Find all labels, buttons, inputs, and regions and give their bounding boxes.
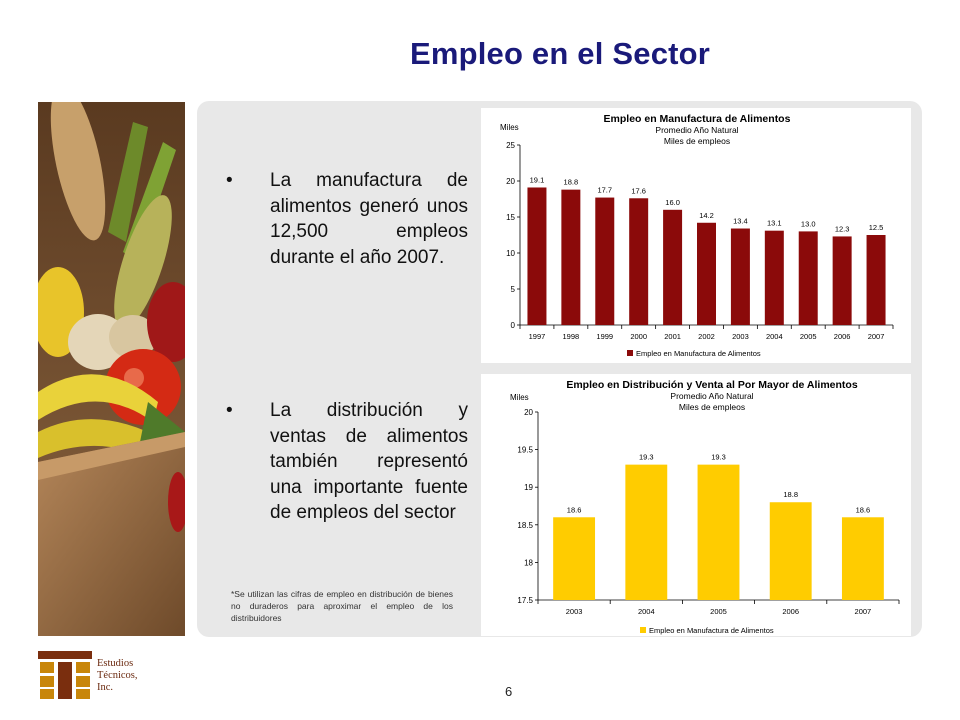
y-tick-label: 20 xyxy=(524,408,533,417)
bar xyxy=(798,231,818,325)
bar xyxy=(697,464,740,600)
bullet-text: La distribución y ventas de alimentos ta… xyxy=(270,400,468,523)
x-tick-label: 1998 xyxy=(563,332,580,341)
bar xyxy=(769,502,812,600)
data-label: 19.1 xyxy=(530,175,545,184)
data-label: 13.4 xyxy=(733,217,748,226)
page-title: Empleo en el Sector xyxy=(409,36,711,71)
x-tick-label: 2005 xyxy=(800,332,817,341)
y-axis-label: Miles xyxy=(500,123,519,132)
company-logo xyxy=(38,651,92,699)
bar xyxy=(866,235,886,325)
bar xyxy=(561,189,581,325)
data-label: 17.7 xyxy=(597,186,612,195)
y-axis-label: Miles xyxy=(510,393,529,402)
x-tick-label: 1999 xyxy=(596,332,613,341)
bar xyxy=(841,517,884,600)
chart-title: Empleo en Distribución y Venta al Por Ma… xyxy=(566,379,858,391)
x-tick-label: 1997 xyxy=(529,332,546,341)
logo-line: Técnicos, xyxy=(97,670,138,681)
x-tick-label: 2005 xyxy=(710,607,727,616)
logo-line: Inc. xyxy=(97,682,114,693)
x-tick-label: 2006 xyxy=(782,607,799,616)
bar xyxy=(697,222,716,325)
y-tick-label: 10 xyxy=(506,249,515,258)
x-tick-label: 2006 xyxy=(834,332,851,341)
data-label: 12.5 xyxy=(869,223,884,232)
distribution-chart-svg: Empleo en Distribución y Venta al Por Ma… xyxy=(510,379,900,635)
distribution-chart: Empleo en Distribución y Venta al Por Ma… xyxy=(481,374,911,636)
chart-subtitle: Promedio Año Natural xyxy=(655,125,738,135)
y-tick-label: 19.5 xyxy=(517,446,533,455)
bullet-marker: • xyxy=(226,170,233,191)
x-tick-label: 2003 xyxy=(732,332,749,341)
x-tick-label: 2000 xyxy=(630,332,647,341)
chart-subtitle: Promedio Año Natural xyxy=(670,391,753,401)
bullet-text: La manufactura de alimentos generó unos … xyxy=(270,170,468,268)
data-label: 13.1 xyxy=(767,219,782,228)
bar xyxy=(832,236,852,325)
legend-swatch xyxy=(640,627,646,633)
y-tick-label: 19 xyxy=(524,483,533,492)
bullet-marker: • xyxy=(226,400,233,421)
data-label: 17.6 xyxy=(631,186,646,195)
bar xyxy=(527,187,547,325)
data-label: 19.3 xyxy=(639,453,654,462)
bar xyxy=(730,228,750,325)
bar xyxy=(553,517,596,600)
y-tick-label: 0 xyxy=(511,321,516,330)
logo-bar xyxy=(38,651,92,659)
data-label: 14.2 xyxy=(699,211,714,220)
page-number: 6 xyxy=(505,684,513,699)
data-label: 12.3 xyxy=(835,224,850,233)
data-label: 18.6 xyxy=(856,505,871,514)
y-tick-label: 18.5 xyxy=(517,521,533,530)
bar xyxy=(595,197,615,325)
y-tick-label: 17.5 xyxy=(517,596,533,605)
y-tick-label: 5 xyxy=(511,285,516,294)
manufacturing-chart-svg: Empleo en Manufactura de AlimentosPromed… xyxy=(500,113,894,358)
x-tick-label: 2003 xyxy=(566,607,583,616)
grocery-bag-illustration xyxy=(38,102,185,636)
x-tick-label: 2001 xyxy=(664,332,681,341)
legend-label: Empleo en Manufactura de Alimentos xyxy=(649,626,774,635)
y-tick-label: 15 xyxy=(506,213,515,222)
legend-label: Empleo en Manufactura de Alimentos xyxy=(636,349,761,358)
data-label: 16.0 xyxy=(665,198,680,207)
chart-title: Empleo en Manufactura de Alimentos xyxy=(604,113,791,125)
manufacturing-chart: Empleo en Manufactura de Alimentos Promed… xyxy=(481,108,911,363)
y-tick-label: 25 xyxy=(506,141,515,150)
logo-text: Estudios Técnicos, Inc. xyxy=(97,658,138,694)
data-label: 18.8 xyxy=(564,178,579,187)
bar xyxy=(663,209,683,325)
data-label: 19.3 xyxy=(711,453,726,462)
chart-subtitle: Miles de empleos xyxy=(664,136,730,146)
legend-swatch xyxy=(627,350,633,356)
bar xyxy=(629,198,649,325)
bullet-item: • La distribución y ventas de alimentos … xyxy=(226,398,468,526)
footnote: *Se utilizan las cifras de empleo en dis… xyxy=(231,589,453,623)
bar xyxy=(625,464,668,600)
x-tick-label: 2004 xyxy=(638,607,655,616)
x-tick-label: 2004 xyxy=(766,332,783,341)
bar xyxy=(764,230,784,325)
data-label: 13.0 xyxy=(801,219,816,228)
x-tick-label: 2002 xyxy=(698,332,715,341)
y-tick-label: 20 xyxy=(506,177,515,186)
y-tick-label: 18 xyxy=(524,558,533,567)
data-label: 18.6 xyxy=(567,505,582,514)
chart-subtitle: Miles de empleos xyxy=(679,402,745,412)
grocery-bag-photo xyxy=(38,102,185,636)
x-tick-label: 2007 xyxy=(855,607,872,616)
data-label: 18.8 xyxy=(783,490,798,499)
x-tick-label: 2007 xyxy=(868,332,885,341)
bullet-item: • La manufactura de alimentos generó uno… xyxy=(226,168,468,270)
logo-line: Estudios xyxy=(97,658,134,669)
